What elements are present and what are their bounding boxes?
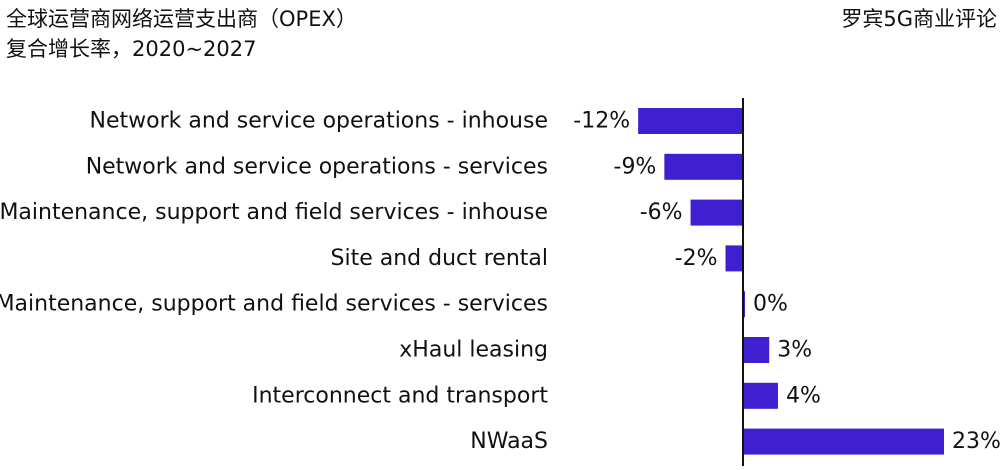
chart-source: 罗宾5G商业评论 xyxy=(841,7,997,31)
category-label: Network and service operations - inhouse xyxy=(90,109,548,134)
bar xyxy=(638,108,743,134)
value-label: -12% xyxy=(573,109,630,134)
value-label: 3% xyxy=(777,338,812,363)
value-label: 0% xyxy=(753,292,788,317)
category-label: xHaul leasing xyxy=(399,338,548,363)
value-label: -2% xyxy=(675,246,718,271)
category-label: Network and service operations - service… xyxy=(86,154,548,179)
value-label: -6% xyxy=(640,200,683,225)
labels-layer: Network and service operations - inhouse… xyxy=(0,109,1001,455)
bars-layer xyxy=(638,108,944,455)
category-label: Interconnect and transport xyxy=(252,383,548,408)
chart-title: 全球运营商网络运营支出商（OPEX） 复合增长率，2020~2027 xyxy=(6,4,357,64)
bar xyxy=(743,337,770,363)
bar xyxy=(743,428,944,455)
value-label: 4% xyxy=(786,383,821,408)
chart-title-line-1: 全球运营商网络运营支出商（OPEX） xyxy=(6,7,357,31)
category-label: NWaaS xyxy=(470,429,548,454)
chart-title-line-2: 复合增长率，2020~2027 xyxy=(6,37,257,61)
bar xyxy=(743,382,778,409)
bar xyxy=(664,153,743,180)
category-label: Maintenance, support and field services … xyxy=(0,292,548,317)
category-label: Maintenance, support and field services … xyxy=(0,200,548,225)
bar xyxy=(725,245,743,272)
category-label: Site and duct rental xyxy=(331,246,549,271)
value-label: -9% xyxy=(614,154,657,179)
bar xyxy=(690,199,743,226)
value-label: 23% xyxy=(952,429,1001,454)
